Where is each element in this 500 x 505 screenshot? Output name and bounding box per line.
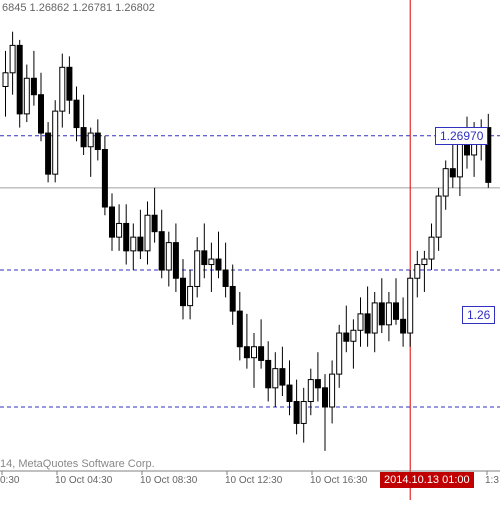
x-axis-tick: 10 Oct 08:30	[140, 475, 197, 486]
chart-area[interactable]: 6845 1.26862 1.26781 1.26802 0:30 10 Oct …	[0, 0, 500, 500]
x-axis-tick: 1:3	[485, 475, 499, 486]
x-axis-tick: 0:30	[0, 475, 19, 486]
x-axis-tick: 10 Oct 16:30	[310, 475, 367, 486]
time-marker-label: 2014.10.13 01:00	[380, 472, 474, 488]
copyright-text: 14, MetaQuotes Software Corp.	[0, 458, 155, 470]
ohlc-header: 6845 1.26862 1.26781 1.26802	[2, 2, 155, 14]
price-level-label: 1.26970	[435, 127, 488, 145]
x-axis-tick: 10 Oct 04:30	[55, 475, 112, 486]
x-axis-tick: 10 Oct 12:30	[225, 475, 282, 486]
price-level-label: 1.26	[462, 306, 495, 324]
candlestick-chart	[0, 0, 500, 500]
